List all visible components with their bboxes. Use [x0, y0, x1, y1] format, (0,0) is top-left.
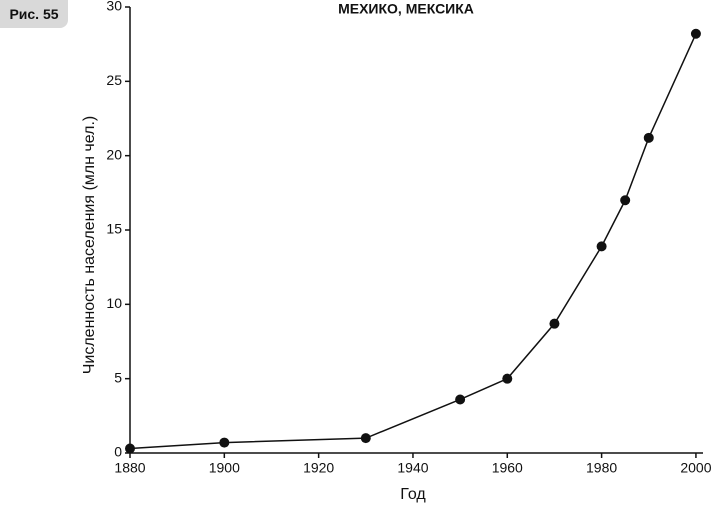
x-tick-label: 1900: [209, 460, 240, 476]
data-point: [360, 433, 371, 444]
data-point: [455, 394, 466, 405]
data-point: [549, 318, 560, 329]
data-point: [690, 28, 701, 39]
y-tick-label: 25: [106, 72, 122, 88]
x-tick-label: 1960: [492, 460, 523, 476]
y-tick-label: 5: [114, 369, 122, 385]
x-axis-label: Год: [400, 486, 426, 503]
x-tick-label: 1940: [397, 460, 428, 476]
x-tick-label: 2000: [680, 460, 711, 476]
x-tick-label: 1880: [114, 460, 145, 476]
y-tick-label: 15: [106, 221, 122, 237]
series-line: [129, 33, 697, 450]
y-tick-label: 30: [106, 0, 122, 14]
x-tick-label: 1980: [586, 460, 617, 476]
data-point: [596, 241, 607, 252]
data-point: [643, 132, 654, 143]
x-tick-label: 1920: [303, 460, 334, 476]
figure-label: Рис. 55: [0, 0, 68, 28]
y-tick-label: 10: [106, 295, 122, 311]
data-point: [125, 443, 135, 454]
chart-title: МЕХИКО, МЕКСИКА: [338, 1, 474, 17]
y-tick-label: 0: [114, 444, 122, 460]
data-point: [219, 437, 230, 448]
y-tick-label: 20: [106, 146, 122, 162]
y-axis-label: Численность населения (млн чел.): [81, 116, 98, 375]
data-point: [620, 195, 631, 206]
data-point: [502, 373, 513, 384]
